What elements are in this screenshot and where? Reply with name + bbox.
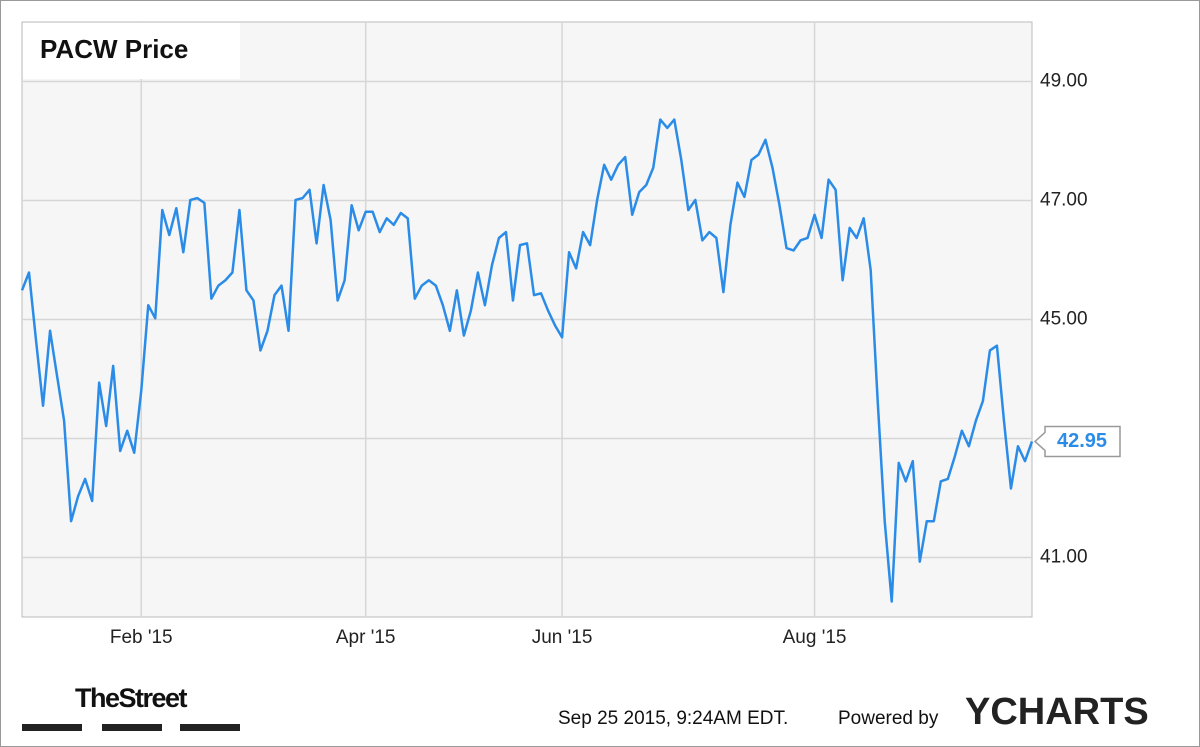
timestamp: Sep 25 2015, 9:24AM EDT. — [558, 708, 788, 729]
x-tick-label: Jun '15 — [532, 627, 593, 648]
x-tick-label: Apr '15 — [336, 627, 396, 648]
y-tick-label: 49.00 — [1040, 71, 1088, 92]
ycharts-logo: YCHARTS — [965, 691, 1149, 733]
last-value-label: 42.95 — [1033, 425, 1121, 458]
y-tick-label: 41.00 — [1040, 547, 1088, 568]
chart-title: PACW Price — [40, 34, 188, 64]
logo-bar — [180, 724, 240, 731]
price-line — [20, 118, 1034, 603]
y-tick-label: 45.00 — [1040, 309, 1088, 330]
last-value: 42.95 — [1057, 430, 1107, 452]
x-tick-label: Aug '15 — [783, 627, 847, 648]
x-tick-label: Feb '15 — [110, 627, 173, 648]
title-box — [23, 23, 240, 79]
logo-bar — [22, 724, 82, 731]
label-box — [1033, 425, 1121, 458]
powered-by: Powered by — [838, 708, 939, 729]
y-tick-label: 47.00 — [1040, 190, 1088, 211]
brand-logo: TheStreet — [75, 683, 188, 713]
logo-bar — [102, 724, 162, 731]
